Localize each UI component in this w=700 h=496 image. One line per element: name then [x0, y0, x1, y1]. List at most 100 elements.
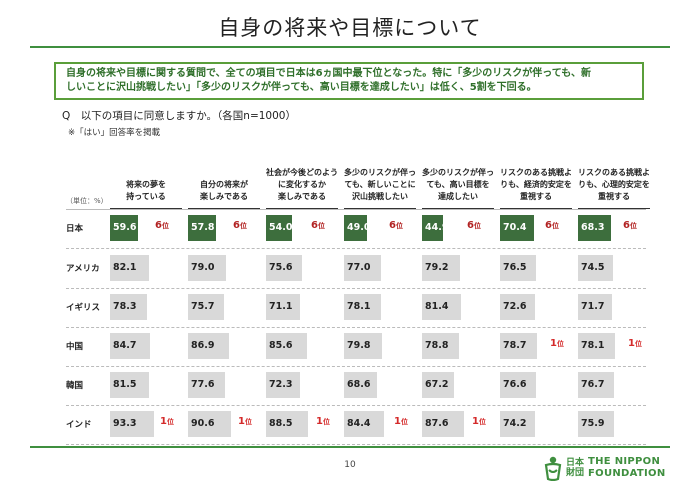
value-bar [266, 294, 300, 320]
column-header-underline [578, 208, 650, 209]
value-label: 76.7 [581, 379, 605, 390]
value-label: 75.9 [581, 418, 605, 429]
column-header-line: に変化するか [278, 180, 326, 189]
value-label: 75.7 [191, 301, 215, 312]
value-label: 71.7 [581, 301, 605, 312]
value-label: 79.8 [347, 340, 371, 351]
table-cell: 44.9 6位 [422, 215, 494, 241]
value-bar [500, 255, 537, 281]
row-label-country: アメリカ [66, 264, 100, 274]
value-label: 90.6 [191, 418, 215, 429]
column-header: リスクのある挑戦よ りも、心理的安定を 重視する [578, 167, 650, 209]
column-header-line: 社会が今後どのよう [266, 168, 338, 177]
table-cell: 74.2 [500, 411, 572, 437]
column-header-line: 沢山挑戦したい [352, 192, 408, 201]
rank-suffix: 位 [478, 418, 486, 426]
value-bar [422, 411, 464, 437]
header-divider [66, 209, 646, 210]
value-label: 93.3 [113, 418, 137, 429]
rank-suffix: 位 [244, 418, 252, 426]
page-title: 自身の将来や目標について [218, 16, 482, 40]
value-bar [266, 215, 292, 241]
rank-badge: 1位 [238, 416, 252, 427]
table-cell: 78.1 1位 [578, 333, 650, 359]
page-number: 10 [344, 460, 356, 470]
logo-jp-bottom: 財団 [566, 468, 585, 478]
column-header-line: 将来の夢を [126, 180, 166, 189]
column-header-line: 持っている [126, 192, 166, 201]
table-cell: 84.7 [110, 333, 182, 359]
unit-label: （単位：%） [66, 197, 108, 205]
rank-number: 1 [472, 416, 479, 427]
value-label: 87.6 [425, 418, 449, 429]
value-label: 78.1 [347, 301, 371, 312]
value-bar [266, 333, 307, 359]
value-label: 86.9 [191, 340, 215, 351]
table-cell: 78.3 [110, 294, 182, 320]
logo-en-bottom: FOUNDATION [588, 468, 666, 479]
rank-badge: 1位 [550, 338, 564, 349]
value-label: 84.7 [113, 340, 137, 351]
rank-badge: 6位 [467, 220, 481, 231]
column-header-line: 達成したい [438, 192, 478, 201]
row-separator [66, 405, 646, 406]
table-cell: 75.6 [266, 255, 338, 281]
table-cell: 49.0 6位 [344, 215, 416, 241]
value-label: 70.4 [503, 222, 527, 233]
column-header-underline [344, 208, 416, 209]
rank-number: 1 [238, 416, 245, 427]
value-bar [578, 333, 616, 359]
value-bar [344, 255, 381, 281]
table-cell: 68.6 [344, 372, 416, 398]
table-cell: 72.6 [500, 294, 572, 320]
rank-suffix: 位 [556, 340, 564, 348]
logo-mark-icon [544, 455, 562, 482]
table-cell: 79.2 [422, 255, 494, 281]
value-label: 78.3 [113, 301, 137, 312]
value-label: 79.2 [425, 262, 449, 273]
value-label: 88.5 [269, 418, 293, 429]
value-label: 77.0 [347, 262, 371, 273]
rank-number: 1 [160, 416, 167, 427]
value-label: 81.5 [113, 379, 137, 390]
value-bar [188, 333, 230, 359]
column-header-line: 重視する [598, 192, 630, 201]
value-label: 57.8 [191, 222, 215, 233]
value-bar [188, 255, 226, 281]
logo-jp-top: 日本 [566, 458, 585, 468]
table-cell: 70.4 6位 [500, 215, 572, 241]
value-label: 72.6 [503, 301, 527, 312]
column-header: 多少のリスクが伴っ ても、高い目標を 達成したい [422, 167, 494, 209]
table-cell: 79.0 [188, 255, 260, 281]
row-separator [66, 366, 646, 367]
table-cell: 71.1 [266, 294, 338, 320]
table-cell: 82.1 [110, 255, 182, 281]
rank-badge: 6位 [155, 220, 169, 231]
value-bar [344, 215, 368, 241]
rank-badge: 6位 [623, 220, 637, 231]
value-bar [266, 411, 309, 437]
rank-badge: 6位 [311, 220, 325, 231]
rank-badge: 1位 [316, 416, 330, 427]
summary-box: 自身の将来や目標に関する質問で、全ての項目で日本は6ヵ国中最下位となった。特に「… [54, 62, 644, 100]
value-bar [266, 372, 301, 398]
logo-english-text: THE NIPPON FOUNDATION [588, 456, 666, 480]
value-label: 85.6 [269, 340, 293, 351]
table-cell: 77.0 [344, 255, 416, 281]
rank-badge: 6位 [545, 220, 559, 231]
footer-divider [30, 446, 670, 448]
table-cell: 54.0 6位 [266, 215, 338, 241]
column-header-line: ても、新しいことに [344, 180, 416, 189]
survey-question: Q 以下の項目に同意しますか。（各国n=1000） [62, 110, 296, 122]
column-header-line: リスクのある挑戦よ [578, 168, 650, 177]
rank-badge: 6位 [233, 220, 247, 231]
rank-suffix: 位 [166, 418, 174, 426]
value-bar [422, 333, 460, 359]
rank-number: 6 [389, 220, 396, 231]
rank-suffix: 位 [161, 222, 169, 230]
value-label: 79.0 [191, 262, 215, 273]
value-bar [266, 255, 302, 281]
column-header: 自分の将来が 楽しみである [188, 179, 260, 209]
value-bar [344, 294, 382, 320]
value-bar [110, 333, 151, 359]
